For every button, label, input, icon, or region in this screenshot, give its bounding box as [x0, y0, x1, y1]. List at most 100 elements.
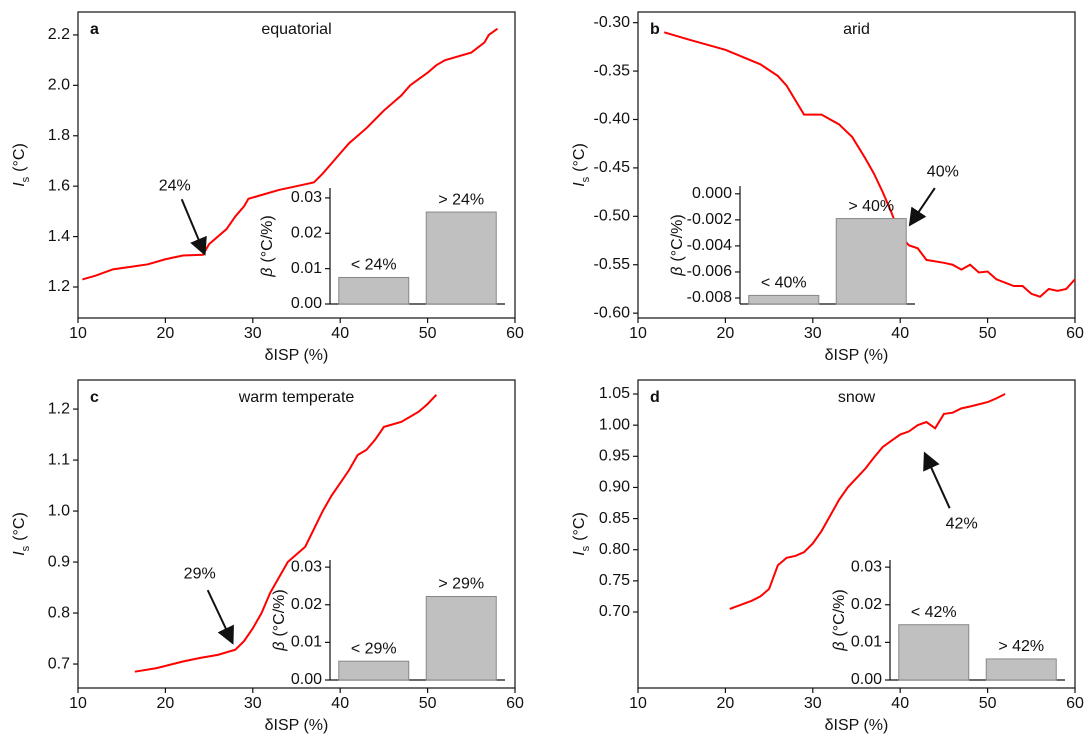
x-tick-label: 20	[717, 695, 735, 712]
y-tick-label: 0.02	[851, 596, 882, 613]
bar-label: < 29%	[351, 640, 397, 657]
data-line	[729, 393, 1006, 610]
y-label-unit: (°C/%)	[831, 589, 848, 636]
x-tick-label: 50	[979, 695, 997, 712]
y-axis-label: Is (°C)	[11, 512, 32, 556]
data-line	[663, 31, 1076, 298]
x-tick-label: 40	[331, 325, 349, 342]
y-tick-label: 0.03	[291, 558, 322, 575]
x-tick-label: 10	[69, 695, 87, 712]
panel-title: equatorial	[261, 21, 331, 38]
y-tick-label: 1.8	[48, 127, 70, 144]
x-tick-label: 30	[804, 325, 822, 342]
y-tick-label: -0.60	[594, 304, 631, 321]
y-label-symbol: I	[571, 182, 588, 187]
bar	[835, 218, 907, 305]
bar-label: > 40%	[848, 198, 894, 215]
y-tick-label: 0.03	[851, 558, 882, 575]
bar	[898, 624, 970, 681]
x-tick-label: 40	[891, 325, 909, 342]
x-tick-label: 10	[69, 325, 87, 342]
y-tick-label: -0.40	[594, 111, 631, 128]
bar	[985, 658, 1057, 681]
y-tick-label: -0.45	[594, 159, 631, 176]
x-axis-label: δISP (%)	[265, 717, 329, 734]
y-axis-label: Is (°C)	[11, 143, 32, 187]
y-tick-label: 2.0	[48, 77, 70, 94]
x-axis-label: δISP (%)	[825, 717, 889, 734]
y-tick-label: 2.2	[48, 26, 70, 43]
y-tick-label: 0.75	[599, 572, 630, 589]
bar-label: < 40%	[761, 275, 807, 292]
plot-frame	[637, 379, 1076, 689]
y-axis-label: β (°C/%)	[831, 589, 848, 651]
y-axis-label: Is (°C)	[571, 512, 592, 556]
x-tick-label: 60	[506, 325, 524, 342]
y-tick-label: 0.8	[48, 604, 70, 621]
panel-title: warm temperate	[238, 389, 355, 406]
bar	[425, 211, 497, 305]
annotation-label: 24%	[159, 177, 191, 194]
x-tick-label: 10	[629, 325, 647, 342]
x-tick-label: 30	[244, 695, 262, 712]
y-label-symbol: I	[571, 551, 588, 556]
x-tick-label: 50	[979, 325, 997, 342]
y-label-symbol: β	[831, 642, 848, 652]
x-tick-label: 50	[419, 325, 437, 342]
x-tick-label: 60	[1066, 325, 1084, 342]
y-tick-label: 0.80	[599, 541, 630, 558]
y-tick-label: 0.02	[291, 596, 322, 613]
y-label-subscript: s	[20, 176, 32, 182]
bar	[748, 294, 820, 305]
y-tick-label: -0.35	[594, 62, 631, 79]
y-tick-label: 0.9	[48, 553, 70, 570]
y-label-unit: (°C)	[571, 512, 588, 541]
bar	[338, 660, 410, 681]
y-label-symbol: β	[669, 267, 686, 277]
plot-frame	[77, 379, 516, 689]
panel-label: a	[90, 21, 99, 38]
panel-label: c	[90, 389, 99, 406]
y-tick-label: 0.01	[291, 634, 322, 651]
y-tick-label: 1.05	[599, 385, 630, 402]
data-line	[134, 394, 438, 673]
x-tick-label: 10	[629, 695, 647, 712]
bar-label: > 29%	[438, 576, 484, 593]
x-tick-label: 40	[331, 695, 349, 712]
y-tick-label: 1.2	[48, 400, 70, 417]
x-axis-label: δISP (%)	[265, 347, 329, 364]
y-tick-label: -0.55	[594, 256, 631, 273]
y-axis-label: β (°C/%)	[669, 214, 686, 276]
y-axis-label: Is (°C)	[571, 143, 592, 187]
panel-title: snow	[838, 389, 876, 406]
plot-frame	[637, 11, 1076, 319]
y-tick-label: 0.01	[851, 634, 882, 651]
y-label-unit: (°C)	[571, 143, 588, 172]
panel-label: b	[650, 21, 660, 38]
y-label-unit: (°C/%)	[259, 215, 276, 262]
y-label-subscript: s	[580, 176, 592, 182]
bar-label: < 42%	[911, 604, 957, 621]
data-line	[82, 27, 499, 281]
y-label-symbol: I	[11, 182, 28, 187]
y-tick-label: 1.2	[48, 278, 70, 295]
y-label-unit: (°C)	[11, 143, 28, 172]
bar	[425, 595, 497, 681]
y-tick-label: 0.00	[291, 671, 322, 688]
panel-title: arid	[843, 21, 870, 38]
y-tick-label: -0.006	[687, 263, 732, 280]
x-tick-label: 30	[804, 695, 822, 712]
y-tick-label: 0.95	[599, 448, 630, 465]
y-tick-label: 1.0	[48, 502, 70, 519]
bar-label: > 24%	[438, 191, 484, 208]
x-tick-label: 20	[157, 695, 175, 712]
y-tick-label: -0.002	[687, 211, 732, 228]
y-label-symbol: β	[271, 642, 288, 652]
annotation-label: 29%	[184, 565, 216, 582]
bar-label: > 42%	[998, 638, 1044, 655]
y-label-unit: (°C)	[11, 512, 28, 541]
annotation-arrow	[908, 187, 936, 227]
bar	[338, 276, 410, 305]
plot-frame	[77, 11, 516, 319]
